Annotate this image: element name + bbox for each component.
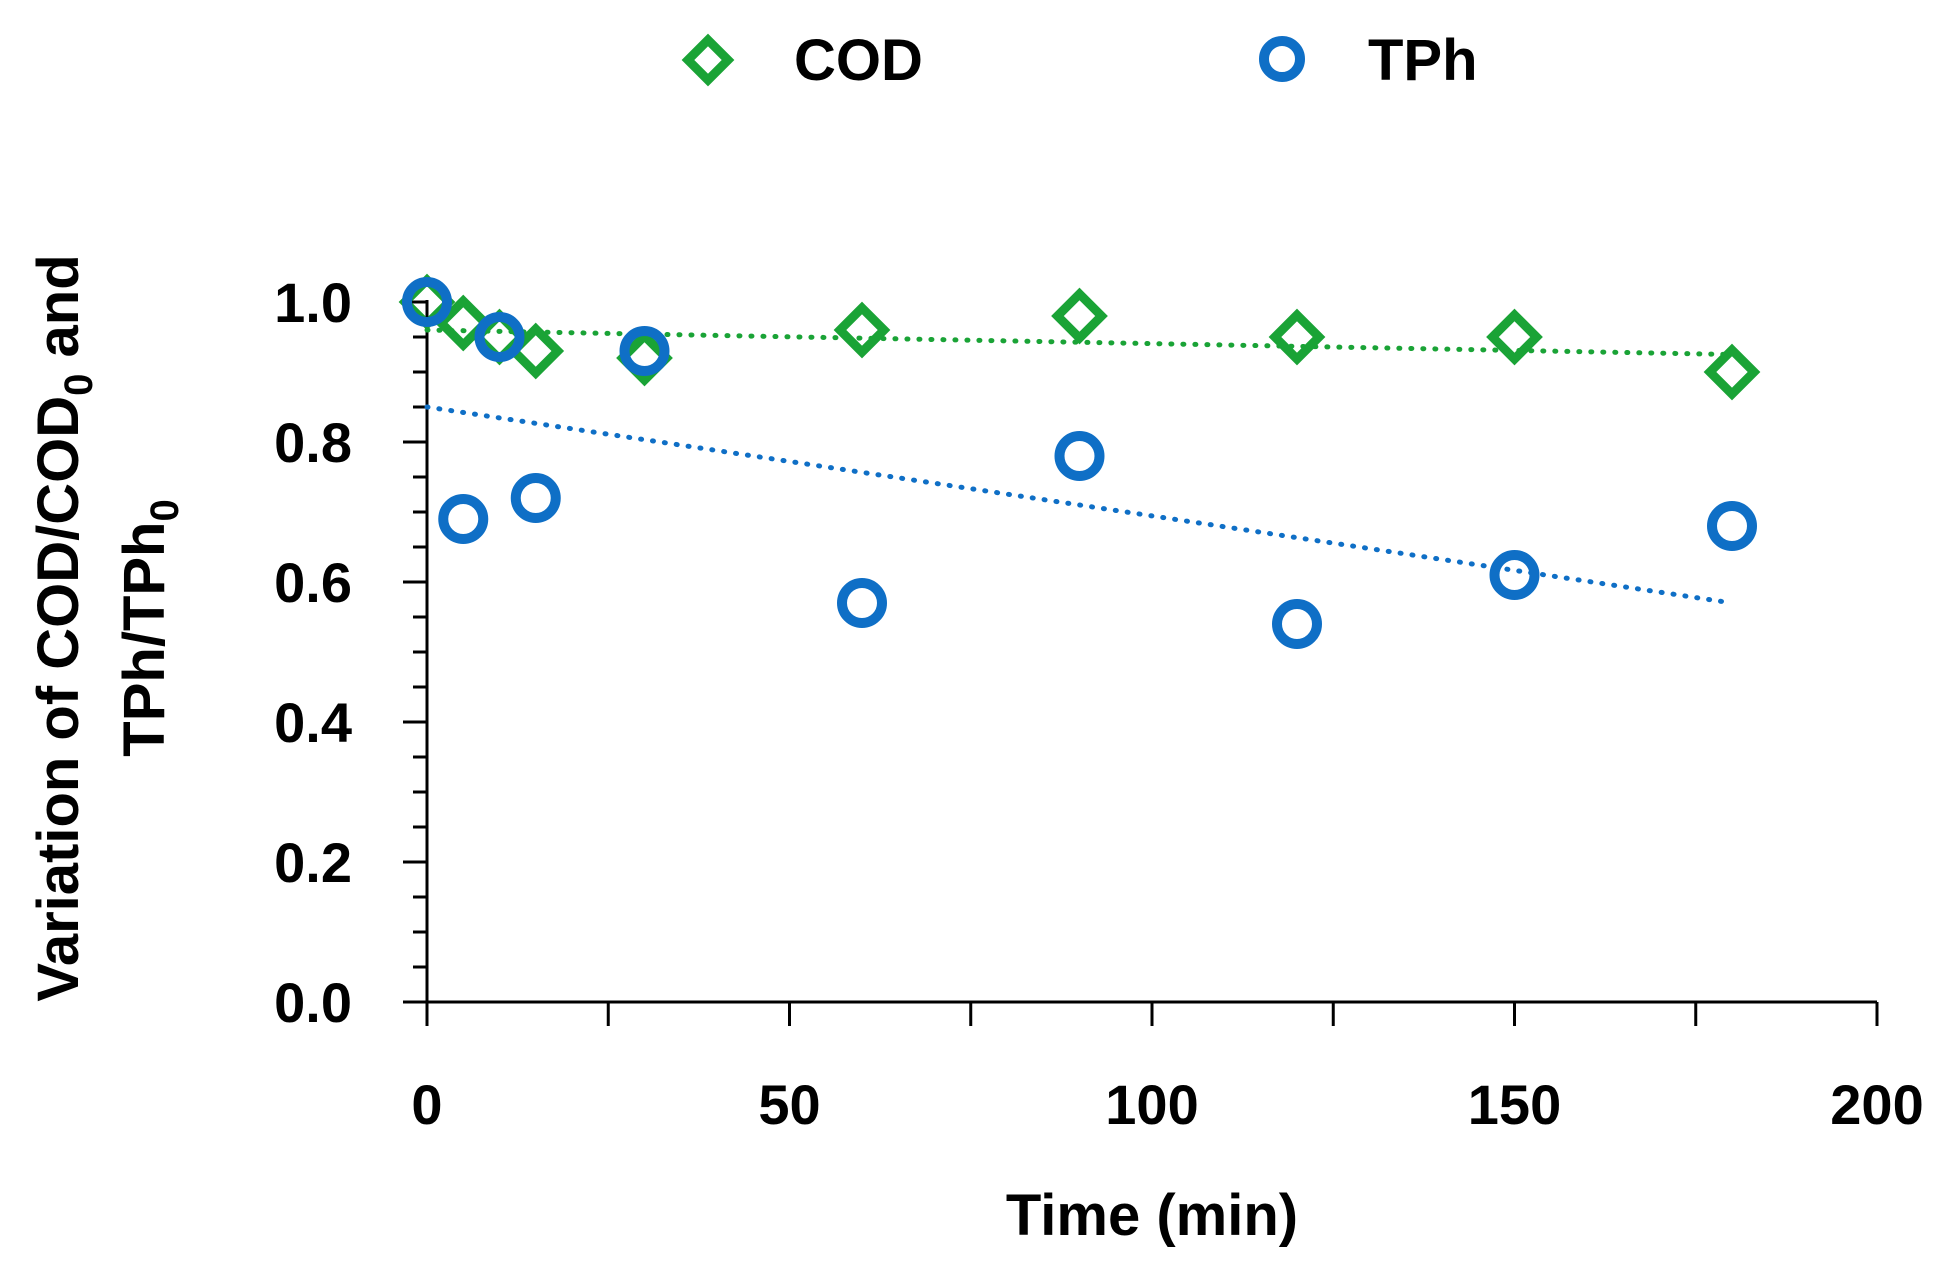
- y-axis-title-line-1-end: and: [26, 254, 91, 373]
- legend-tph-marker: [1259, 36, 1305, 82]
- tph-trendline: [424, 404, 1735, 606]
- y-tick-label: 0.8: [274, 411, 352, 474]
- y-axis-title-line-2-subscript: 0: [143, 499, 187, 521]
- tph-point: [438, 494, 489, 544]
- legend: COD TPh: [681, 28, 1478, 93]
- x-ticks: 0 50 100 150 200: [411, 1002, 1924, 1136]
- legend-item-cod: COD: [681, 28, 923, 93]
- y-axis-title-line-2: TPh/TPh0: [112, 499, 187, 756]
- y-axis-title-line-1-main: Variation of COD/COD: [26, 396, 91, 1002]
- y-axis-title: Variation of COD/COD0 and TPh/TPh0: [26, 254, 187, 1001]
- y-ticks: 0.0 0.2 0.4 0.6 0.8 1.0: [274, 271, 427, 1034]
- y-axis-title-line-1: Variation of COD/COD0 and: [26, 254, 101, 1001]
- y-axis-title-line-1-subscript: 0: [57, 374, 101, 396]
- legend-cod-marker: [681, 33, 735, 87]
- cod-point: [1051, 287, 1108, 345]
- x-tick-label: 50: [758, 1073, 820, 1136]
- data-points: [398, 273, 1761, 649]
- y-tick-label: 0.4: [274, 691, 352, 754]
- trendlines: [424, 327, 1735, 606]
- tph-point: [510, 473, 561, 523]
- y-tick-label: 0.2: [274, 831, 352, 894]
- tph-point: [1707, 501, 1757, 551]
- cod-point: [1703, 343, 1761, 401]
- y-tick-label: 1.0: [274, 271, 352, 334]
- y-tick-label: 0.0: [274, 971, 352, 1034]
- x-axis-title: Time (min): [1006, 1183, 1298, 1248]
- y-axis-title-line-2-main: TPh/TPh: [112, 522, 177, 757]
- x-tick-label: 200: [1830, 1073, 1923, 1136]
- legend-tph-label: TPh: [1368, 28, 1478, 93]
- tph-point: [1054, 431, 1105, 481]
- tph-point: [474, 312, 525, 362]
- x-tick-label: 100: [1105, 1073, 1198, 1136]
- tph-point: [402, 277, 452, 327]
- y-tick-label: 0.6: [274, 551, 352, 614]
- cod-point: [616, 329, 673, 387]
- tph-point: [1489, 550, 1540, 600]
- cod-point: [1268, 308, 1326, 366]
- cod-point: [434, 294, 492, 352]
- legend-item-tph: TPh: [1259, 28, 1478, 93]
- x-tick-label: 0: [411, 1073, 442, 1136]
- cod-point: [1486, 308, 1543, 366]
- tph-point: [1272, 599, 1322, 649]
- tph-point: [619, 326, 670, 376]
- x-tick-label: 150: [1468, 1073, 1561, 1136]
- cod-point: [833, 301, 891, 359]
- tph-point: [837, 578, 887, 628]
- legend-cod-label: COD: [794, 28, 923, 93]
